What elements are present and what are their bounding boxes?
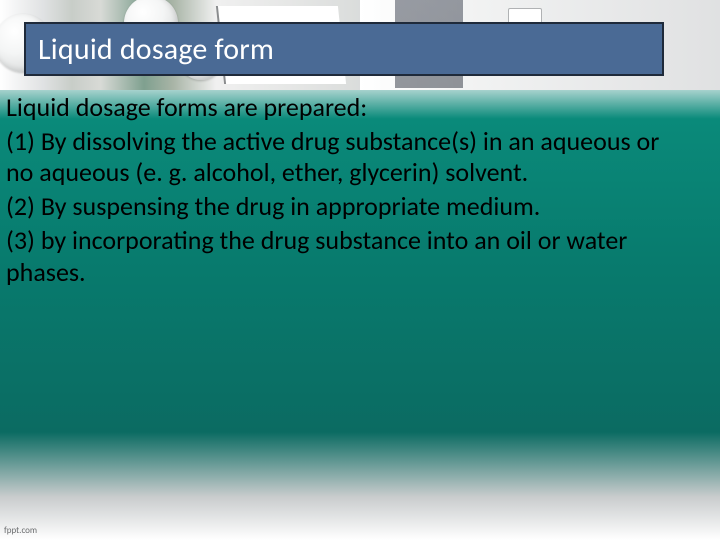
footer-attribution: fppt.com (4, 525, 37, 536)
title-box: Liquid dosage form (24, 22, 664, 76)
slide: Liquid dosage form Liquid dosage forms a… (0, 0, 720, 540)
body-line: (2) By suspensing the drug in appropriat… (6, 191, 690, 223)
body-content: Liquid dosage forms are prepared: (1) By… (6, 92, 690, 290)
body-line: (1) By dissolving the active drug substa… (6, 126, 690, 189)
body-line: (3) by incorporating the drug substance … (6, 225, 690, 288)
slide-title: Liquid dosage form (38, 31, 274, 68)
body-line: Liquid dosage forms are prepared: (6, 92, 690, 124)
